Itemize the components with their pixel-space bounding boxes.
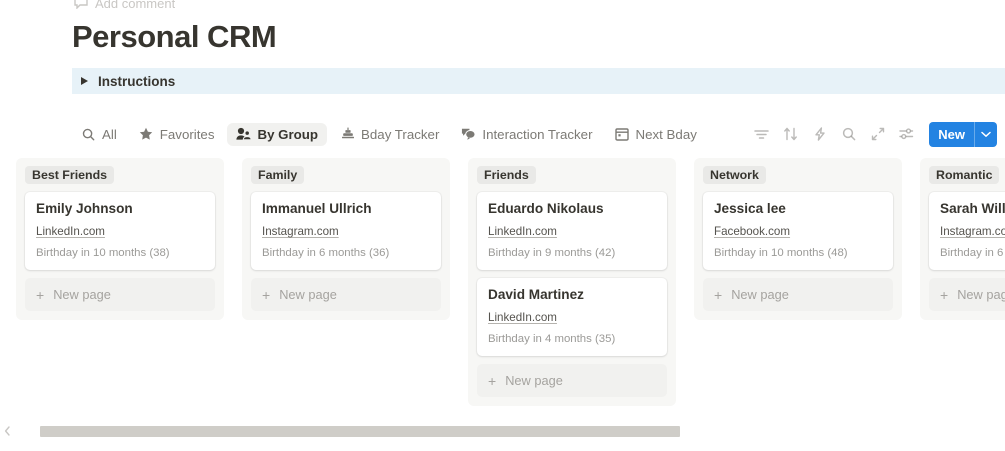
cake-icon bbox=[340, 127, 355, 142]
search-icon[interactable] bbox=[840, 126, 857, 143]
person-birthday: Birthday in 10 months (48) bbox=[714, 247, 848, 259]
tab-label: Next Bday bbox=[635, 126, 697, 142]
calendar-icon bbox=[615, 127, 630, 142]
add-comment-label: Add comment bbox=[95, 0, 176, 11]
column-group-label: Romantic bbox=[936, 168, 993, 182]
new-page-button[interactable]: + New page bbox=[929, 278, 1005, 311]
lightning-icon[interactable] bbox=[811, 126, 828, 143]
column-header[interactable]: Friends bbox=[477, 166, 536, 184]
group-icon bbox=[236, 127, 252, 142]
person-card[interactable]: David Martinez LinkedIn.com Birthday in … bbox=[477, 278, 667, 356]
person-link[interactable]: Instagram.com bbox=[262, 225, 339, 238]
new-page-label: New page bbox=[279, 287, 337, 302]
new-page-label: New page bbox=[957, 287, 1005, 302]
instructions-toggle[interactable]: Instructions bbox=[72, 68, 1005, 94]
triangle-right-icon[interactable] bbox=[81, 77, 88, 85]
person-name: Eduardo Nikolaus bbox=[488, 201, 604, 216]
person-link[interactable]: Facebook.com bbox=[714, 225, 791, 238]
tab-label: By Group bbox=[257, 126, 319, 142]
person-name: David Martinez bbox=[488, 287, 584, 302]
column-group-label: Friends bbox=[484, 168, 529, 182]
plus-icon: + bbox=[940, 286, 949, 303]
new-button[interactable]: New bbox=[929, 121, 997, 147]
instructions-label: Instructions bbox=[98, 73, 176, 89]
chat-bubbles-icon bbox=[461, 127, 476, 142]
person-birthday: Birthday in 10 months (38) bbox=[36, 247, 170, 259]
board-column-romantic: Romantic Sarah Williams Instagram.com Bi… bbox=[920, 158, 1005, 320]
plus-icon: + bbox=[488, 372, 497, 389]
star-icon bbox=[139, 127, 154, 142]
settings-sliders-icon[interactable] bbox=[898, 126, 915, 143]
tab-label: All bbox=[102, 126, 117, 142]
new-button-divider bbox=[974, 121, 975, 147]
view-toolbar: New bbox=[753, 121, 997, 147]
comment-icon bbox=[74, 0, 88, 9]
person-link[interactable]: LinkedIn.com bbox=[36, 225, 105, 238]
column-group-label: Family bbox=[258, 168, 298, 182]
column-group-label: Network bbox=[710, 168, 759, 182]
horizontal-scrollbar[interactable] bbox=[0, 425, 1005, 437]
new-page-label: New page bbox=[731, 287, 789, 302]
tab-bday-tracker[interactable]: Bday Tracker bbox=[331, 123, 448, 146]
tab-interaction-tracker[interactable]: Interaction Tracker bbox=[452, 123, 601, 146]
column-header[interactable]: Romantic bbox=[929, 166, 1000, 184]
add-comment-row[interactable]: Add comment bbox=[74, 0, 175, 11]
view-tab-bar: All Favorites By Group bbox=[72, 120, 997, 148]
new-button-label: New bbox=[938, 126, 965, 142]
filter-icon[interactable] bbox=[753, 126, 770, 143]
tab-all[interactable]: All bbox=[72, 123, 126, 146]
scrollbar-thumb[interactable] bbox=[40, 425, 680, 437]
person-birthday: Birthday in 9 months (42) bbox=[488, 247, 616, 259]
person-link[interactable]: LinkedIn.com bbox=[488, 311, 557, 324]
board-column-friends: Friends Eduardo Nikolaus LinkedIn.com Bi… bbox=[468, 158, 676, 406]
chevron-down-icon[interactable] bbox=[975, 131, 997, 138]
sort-icon[interactable] bbox=[782, 126, 799, 143]
view-tabs: All Favorites By Group bbox=[72, 122, 706, 146]
board-column-network: Network Jessica lee Facebook.com Birthda… bbox=[694, 158, 902, 320]
person-birthday: Birthday in 4 months (35) bbox=[488, 333, 616, 345]
new-page-button[interactable]: + New page bbox=[251, 278, 441, 311]
column-header[interactable]: Best Friends bbox=[25, 166, 115, 184]
column-header[interactable]: Family bbox=[251, 166, 305, 184]
person-name: Sarah Williams bbox=[940, 201, 1005, 216]
new-page-button[interactable]: + New page bbox=[703, 278, 893, 311]
new-page-label: New page bbox=[505, 373, 563, 388]
tab-label: Interaction Tracker bbox=[482, 126, 593, 142]
column-group-label: Best Friends bbox=[32, 168, 108, 182]
search-icon bbox=[81, 127, 96, 142]
person-birthday: Birthday in 6 months (40) bbox=[940, 247, 1005, 259]
person-card[interactable]: Eduardo Nikolaus LinkedIn.com Birthday i… bbox=[477, 192, 667, 270]
tab-label: Bday Tracker bbox=[361, 126, 440, 142]
tab-label: Favorites bbox=[159, 126, 215, 142]
person-name: Emily Johnson bbox=[36, 201, 133, 216]
board-column-best-friends: Best Friends Emily Johnson LinkedIn.com … bbox=[16, 158, 224, 320]
person-birthday: Birthday in 6 months (36) bbox=[262, 247, 390, 259]
new-page-button[interactable]: + New page bbox=[477, 364, 667, 397]
person-card[interactable]: Emily Johnson LinkedIn.com Birthday in 1… bbox=[25, 192, 215, 270]
person-card[interactable]: Immanuel Ullrich Instagram.com Birthday … bbox=[251, 192, 441, 270]
page-title: Personal CRM bbox=[72, 19, 277, 54]
new-page-label: New page bbox=[53, 287, 111, 302]
person-card[interactable]: Sarah Williams Instagram.com Birthday in… bbox=[929, 192, 1005, 270]
board-column-family: Family Immanuel Ullrich Instagram.com Bi… bbox=[242, 158, 450, 320]
plus-icon: + bbox=[714, 286, 723, 303]
tab-by-group[interactable]: By Group bbox=[227, 122, 328, 146]
tab-next-bday[interactable]: Next Bday bbox=[606, 123, 706, 146]
chevron-left-icon[interactable] bbox=[0, 426, 14, 436]
column-header[interactable]: Network bbox=[703, 166, 766, 184]
expand-icon[interactable] bbox=[869, 126, 886, 143]
tab-favorites[interactable]: Favorites bbox=[130, 123, 224, 146]
new-page-button[interactable]: + New page bbox=[25, 278, 215, 311]
plus-icon: + bbox=[36, 286, 45, 303]
plus-icon: + bbox=[262, 286, 271, 303]
person-name: Jessica lee bbox=[714, 201, 786, 216]
person-name: Immanuel Ullrich bbox=[262, 201, 372, 216]
person-card[interactable]: Jessica lee Facebook.com Birthday in 10 … bbox=[703, 192, 893, 270]
person-link[interactable]: LinkedIn.com bbox=[488, 225, 557, 238]
group-board: Best Friends Emily Johnson LinkedIn.com … bbox=[16, 158, 1005, 408]
person-link[interactable]: Instagram.com bbox=[940, 225, 1005, 238]
